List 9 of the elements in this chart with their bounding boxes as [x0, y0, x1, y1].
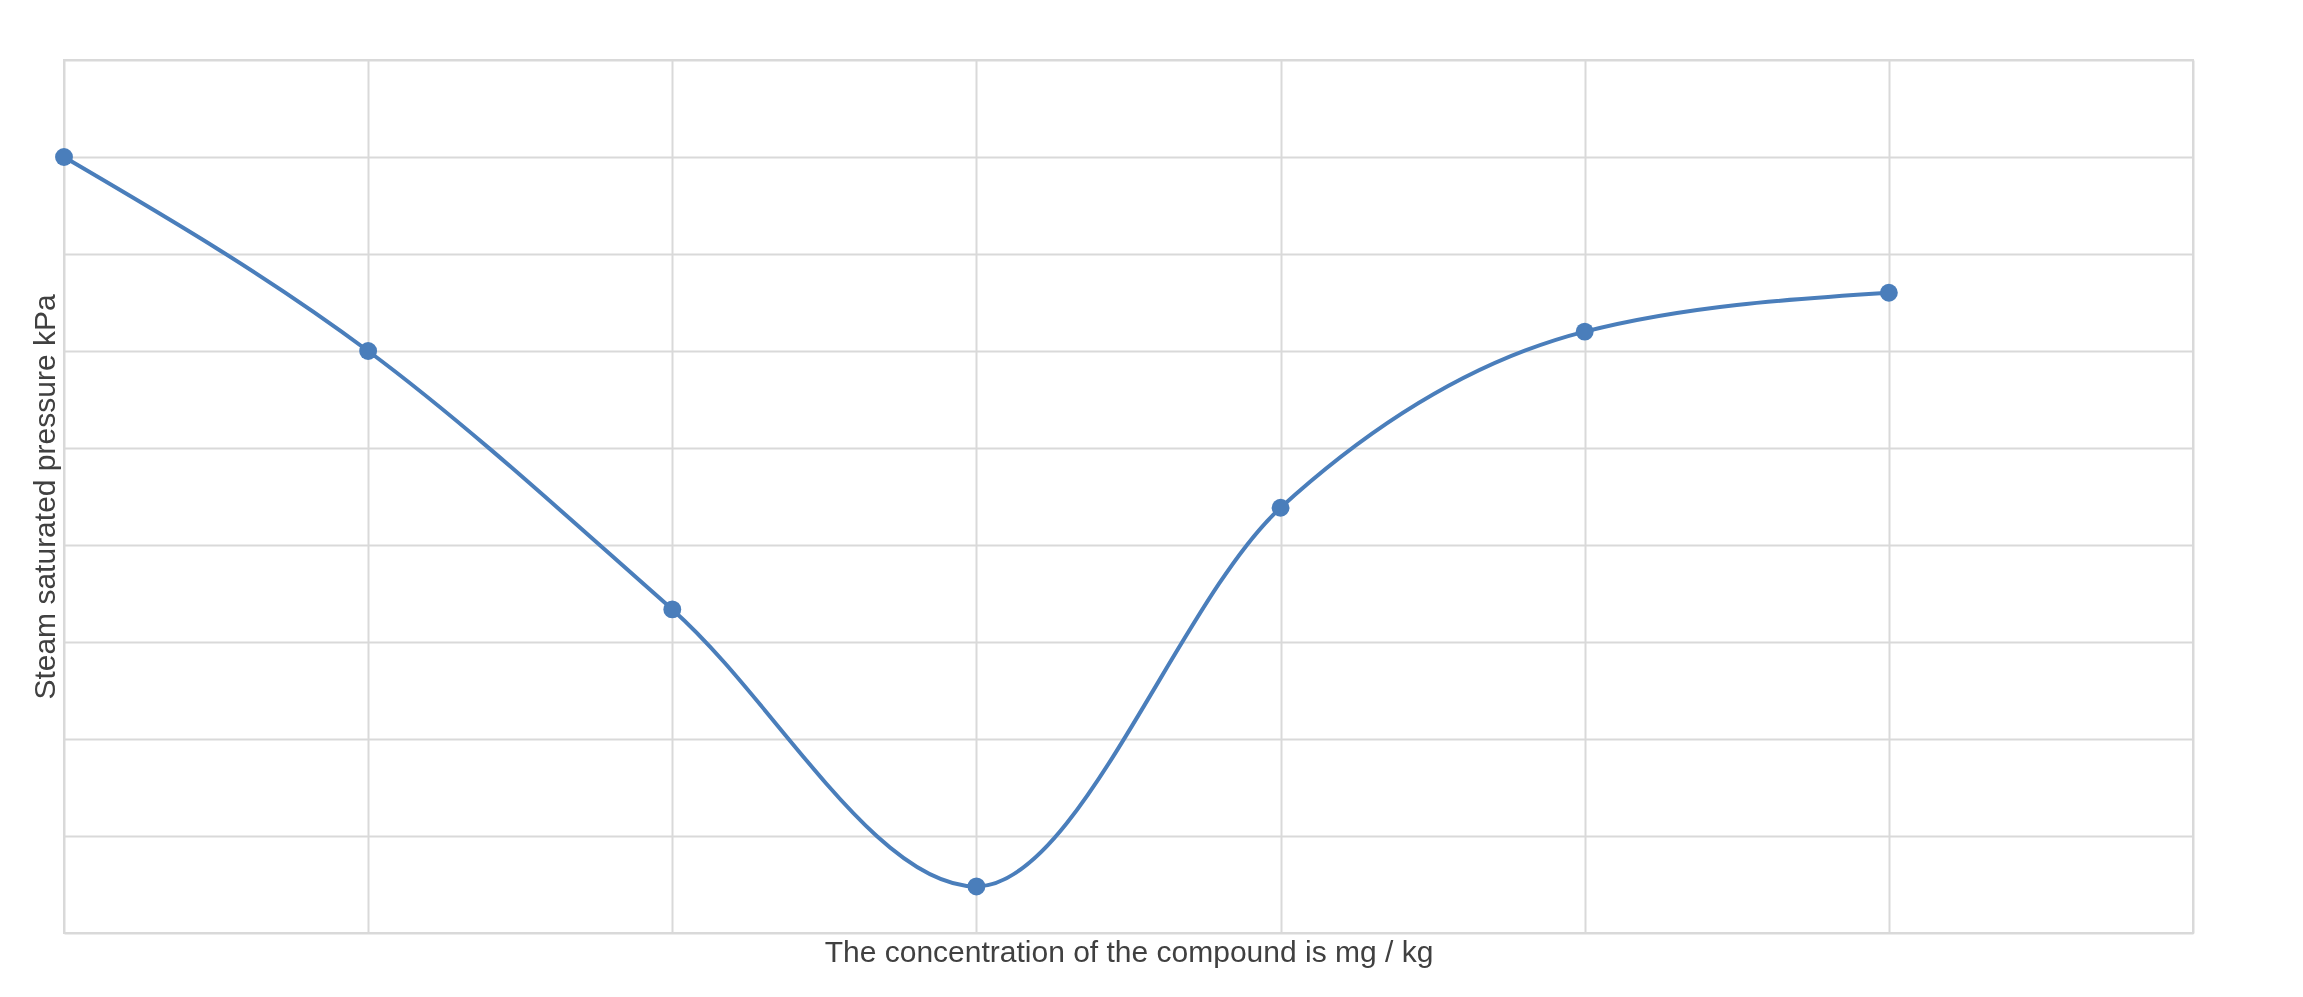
- point: [1879, 283, 1898, 302]
- x-axis-title: The concentration of the compound is mg / kg: [824, 934, 1434, 968]
- point: [663, 600, 682, 619]
- point: [1575, 322, 1594, 341]
- y-axis-title: Steam saturated pressure kPa: [27, 294, 61, 700]
- point: [55, 148, 73, 166]
- point: [1271, 498, 1290, 517]
- point: [359, 342, 378, 360]
- point: [967, 877, 986, 896]
